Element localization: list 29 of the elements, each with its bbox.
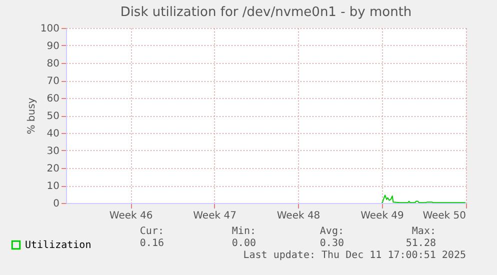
x-tick-label: Week 49 [360,210,404,222]
text: Last update: Thu Dec 11 17:00:51 2025 [243,250,466,261]
x-tick-label: Week 48 [276,210,320,222]
x-tick-label: Week 46 [109,210,153,222]
y-axis-title: % busy [26,98,38,134]
text: Min: [232,226,256,237]
line-series [381,194,466,203]
chart-title: Disk utilization for /dev/nvme0n1 - by month [120,5,412,20]
text: 0.00 [232,238,256,249]
x-tick-label: Week 47 [193,210,236,222]
text: 0.30 [320,238,344,249]
y-tick-label: 60 [46,94,60,104]
legend-label: Utilization [25,240,92,251]
text: Cur: [140,226,164,237]
text: 0.16 [140,238,164,249]
x-tick-label: Week 50 [422,210,466,222]
y-tick-label: 100 [40,24,60,34]
y-tick-label: 80 [46,58,60,70]
text: 51.28 [406,238,436,249]
y-tick-label: 10 [46,181,60,192]
text: Avg: [320,226,344,237]
y-tick-label: 70 [46,76,60,87]
y-tick-label: 90 [46,41,60,52]
y-tick-label: 30 [46,146,60,157]
y-tick-label: 40 [46,128,60,140]
y-tick-label: 0 [53,198,60,210]
text: Max: [412,226,436,237]
y-tick-label: 20 [46,164,60,174]
y-tick-label: 50 [46,111,60,122]
